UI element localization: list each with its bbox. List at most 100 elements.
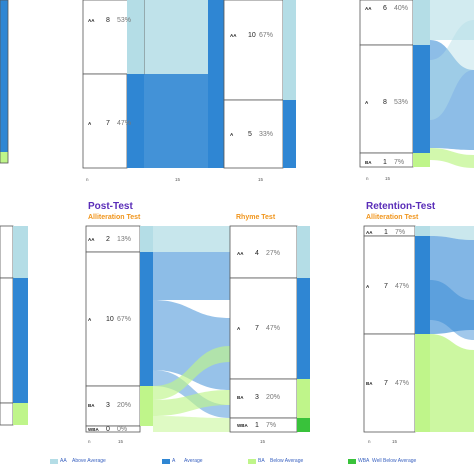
post-test-axis-tick: 15 <box>260 439 266 444</box>
node-label-a-code: A <box>366 284 370 289</box>
node-label-a-pct: 47% <box>395 283 409 290</box>
legend-swatch <box>162 459 170 464</box>
node-label-aa-code: AA <box>365 6 372 11</box>
flow-a-a <box>144 74 208 168</box>
legend-code: BA <box>258 458 265 464</box>
bar-a <box>140 252 153 386</box>
node-label-aa-code: AA <box>88 237 95 242</box>
flow-cross <box>430 280 474 340</box>
retention-axis-tick: 15 <box>392 439 398 444</box>
post-test-axis-tick: 15 <box>118 439 124 444</box>
node-box-wba <box>85 425 141 433</box>
post-test-title: Post-Test <box>88 201 133 212</box>
node-label-a-pct: 53% <box>394 99 408 106</box>
node-label-a-count: 10 <box>106 316 114 323</box>
node-label-a-pct: 47% <box>117 120 131 127</box>
right-node-label-a-count: 7 <box>255 325 259 332</box>
bar-ba <box>415 334 430 432</box>
node-label-aa-count: 8 <box>106 17 110 24</box>
bar-aa <box>413 0 430 45</box>
node-label-aa-count: 6 <box>383 5 387 12</box>
post-rhyme-subtitle: Rhyme Test <box>236 214 276 221</box>
node-label-aa-count: 2 <box>106 236 110 243</box>
right-node-label-ba-pct: 20% <box>266 394 280 401</box>
flow-a <box>430 40 474 150</box>
node-label-a-code: A <box>365 100 369 105</box>
right-node-label-a-pct: 33% <box>259 131 273 138</box>
frag-bar-aa <box>13 226 28 278</box>
node-label-a-count: 8 <box>383 99 387 106</box>
flow-ba-ba <box>153 390 230 416</box>
node-label-ba-pct: 20% <box>117 402 131 409</box>
frag-box-aa <box>0 225 14 279</box>
legend-swatch <box>248 459 256 464</box>
retention-test-title: Retention-Test <box>366 201 436 212</box>
right-bar-a <box>208 100 224 168</box>
bar-aa <box>127 0 144 74</box>
right-node-label-wba-code: WBA <box>237 423 248 428</box>
bar-a <box>415 236 430 334</box>
right-bar-aa <box>297 226 310 278</box>
right-node-label-a-count: 5 <box>248 131 252 138</box>
top-middle-axis-tick: n <box>86 177 89 182</box>
right-node-box-aa <box>223 0 284 101</box>
legend-swatch <box>348 459 356 464</box>
flow-layer <box>144 0 474 432</box>
node-label-a-pct: 67% <box>117 316 131 323</box>
node-box-ba <box>363 333 416 433</box>
node-label-ba-code: BA <box>88 403 95 408</box>
right-node-label-ba-code: BA <box>237 395 244 400</box>
right-node-label-ba-count: 3 <box>255 394 259 401</box>
node-box-aa <box>85 225 141 253</box>
frag-box-a <box>0 277 14 404</box>
legend-label: Average <box>184 458 203 464</box>
node-label-ba-count: 3 <box>106 402 110 409</box>
node-label-ba-count: 1 <box>383 159 387 166</box>
node-label-ba-pct: 47% <box>395 380 409 387</box>
legend-label: Below Average <box>270 458 304 464</box>
bar-a <box>127 74 144 168</box>
node-label-aa-code: AA <box>366 230 373 235</box>
legend-label: Above Average <box>72 458 106 464</box>
flow-a-aa <box>153 252 230 300</box>
node-label-aa-pct: 7% <box>395 229 405 236</box>
legend-label: Well Below Average <box>372 458 417 464</box>
node-label-a-count: 7 <box>384 283 388 290</box>
frag-box-ba <box>0 402 14 426</box>
top-right-axis-tick: 15 <box>385 176 391 181</box>
node-label-ba-pct: 7% <box>394 159 404 166</box>
node-label-wba-count: 0 <box>106 426 110 433</box>
right-node-label-aa-code: AA <box>230 33 237 38</box>
bar-aa <box>140 226 153 252</box>
right-bar-a <box>297 278 310 379</box>
right-node-label-aa-pct: 67% <box>259 32 273 39</box>
flow-aa-aa <box>144 0 208 74</box>
legend-swatch <box>50 459 58 464</box>
node-label-aa-pct: 53% <box>117 17 131 24</box>
box-layer <box>0 0 430 433</box>
right-bar-aa <box>283 0 296 100</box>
legend-code: WBA <box>358 458 370 464</box>
flow-aa-aa <box>153 226 230 252</box>
retention-axis-tick: n <box>368 439 371 444</box>
post-alliteration-subtitle: Alliteration Test <box>88 214 141 221</box>
right-bar-wba <box>297 418 310 432</box>
right-node-box-a <box>223 99 284 169</box>
right-node-label-a-code: A <box>230 132 234 137</box>
node-box-aa <box>359 0 414 46</box>
flow-aa <box>430 226 474 240</box>
node-box-a <box>85 251 141 387</box>
flow-ba <box>430 148 474 168</box>
right-node-label-aa-count: 4 <box>255 250 259 257</box>
right-node-label-a-pct: 47% <box>266 325 280 332</box>
flow-ba-wba <box>153 416 230 432</box>
right-node-label-aa-count: 10 <box>248 32 256 39</box>
node-label-a-count: 7 <box>106 120 110 127</box>
right-bar-a-top <box>208 0 224 100</box>
node-label-aa-code: AA <box>88 18 95 23</box>
bar-aa <box>415 226 430 236</box>
legend-code: A <box>172 458 176 464</box>
node-box-a <box>82 73 128 169</box>
